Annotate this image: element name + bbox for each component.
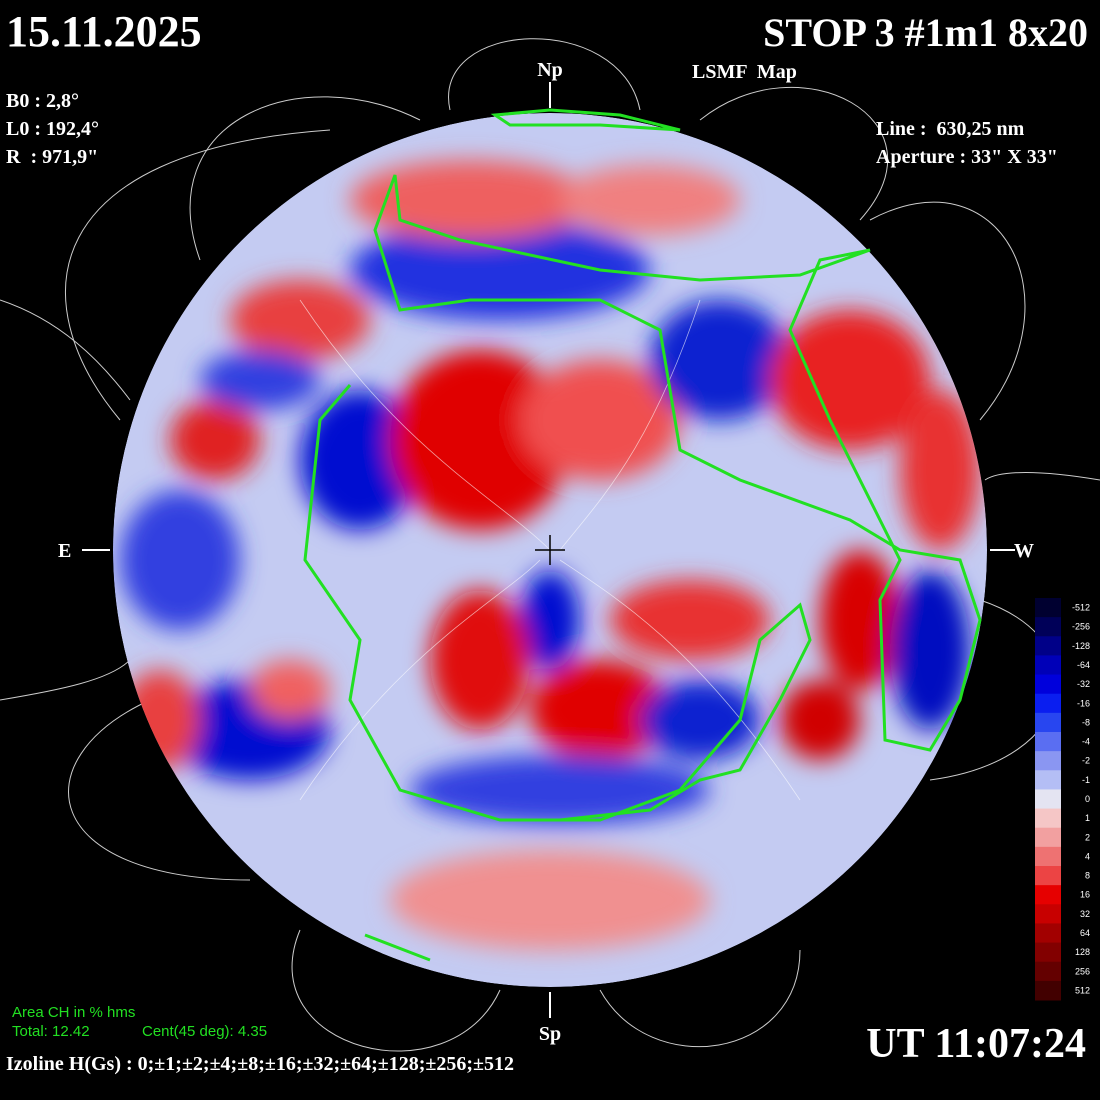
north-label: Np [537,59,563,81]
colorbar-label: 32 [1080,909,1090,919]
colorbar-cell [1035,712,1061,733]
izoline: Izoline H(Gs) : 0;±1;±2;±4;±8;±16;±32;±6… [6,1053,514,1075]
colorbar-cell [1035,674,1061,695]
field-lines [0,38,1100,1052]
line: Line : 630,25 nm [876,118,1025,140]
colorbar-label: -64 [1077,660,1090,670]
coronal-hole-contour [303,108,982,962]
colorbar: -512 -256 -128 -64 -32 -16 -8 -4 -2 -1 0 1 2 4 8 16 32 64… [1035,598,1090,1001]
colorbar-label: -1 [1082,775,1090,785]
colorbar-label: 256 [1075,966,1090,976]
colorbar-cell [1035,942,1061,963]
colorbar-cell [1035,904,1061,924]
colorbar-cell [1035,598,1061,618]
colorbar-label: 1 [1085,813,1090,823]
colorbar-label: 2 [1085,832,1090,842]
south-label: Sp [539,1023,561,1045]
colorbar-label: 16 [1080,890,1090,900]
colorbar-cell [1035,789,1061,810]
colorbar-label: 0 [1085,794,1090,804]
colorbar-label: -128 [1072,641,1090,651]
colorbar-label: -4 [1082,737,1090,747]
colorbar-label: 128 [1075,947,1090,957]
colorbar-cell [1035,923,1061,944]
aperture: Aperture : 33" X 33" [876,146,1058,168]
colorbar-label: -32 [1077,679,1090,689]
colorbar-label: -256 [1072,622,1090,632]
colorbar-cell [1035,751,1061,771]
colorbar-cell [1035,732,1061,752]
west-label: W [1014,540,1034,562]
colorbar-cell [1035,636,1061,656]
colorbar-cell [1035,808,1061,829]
colorbar-cell [1035,866,1061,886]
b0: B0 : 2,8° [6,90,79,112]
center-cross [535,535,565,565]
colorbar-label: -8 [1082,717,1090,727]
colorbar-label: -2 [1082,756,1090,766]
colorbar-label: 512 [1075,985,1090,995]
map-title: LSMF Map [692,61,797,83]
ch-total: Total: 12.42 [12,1023,90,1040]
axis-marker [82,82,1015,1018]
ch-central: Cent(45 deg): 4.35 [142,1023,267,1040]
colorbar-label: -512 [1072,603,1090,613]
colorbar-cell [1035,655,1061,676]
date: 15.11.2025 [6,7,202,56]
station: STOP 3 #1m1 8x20 [763,10,1088,55]
east-label: E [58,540,71,562]
colorbar-label: -16 [1077,698,1090,708]
colorbar-label: 4 [1085,851,1090,861]
colorbar-cell [1035,980,1061,1001]
radius: R : 971,9" [6,146,98,168]
colorbar-cell [1035,885,1061,905]
colorbar-cell [1035,770,1061,790]
ut-time: UT 11:07:24 [866,1021,1086,1067]
colorbar-cell [1035,693,1061,714]
colorbar-cell [1035,827,1061,848]
colorbar-label: 8 [1085,871,1090,881]
colorbar-cell [1035,846,1061,867]
colorbar-cell [1035,617,1061,637]
l0: L0 : 192,4° [6,118,99,140]
ch-title: Area CH in % hms [12,1004,135,1021]
colorbar-cell [1035,961,1061,982]
colorbar-label: 64 [1080,928,1090,938]
